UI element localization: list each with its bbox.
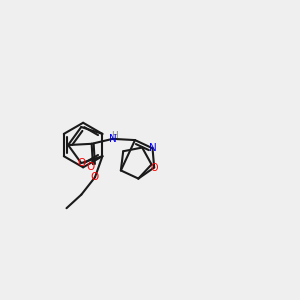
Text: O: O: [77, 158, 86, 168]
Text: O: O: [91, 172, 99, 182]
Text: O: O: [150, 163, 158, 172]
Text: N: N: [109, 134, 117, 144]
Text: N: N: [148, 143, 156, 153]
Text: H: H: [111, 130, 117, 140]
Text: O: O: [86, 162, 94, 172]
